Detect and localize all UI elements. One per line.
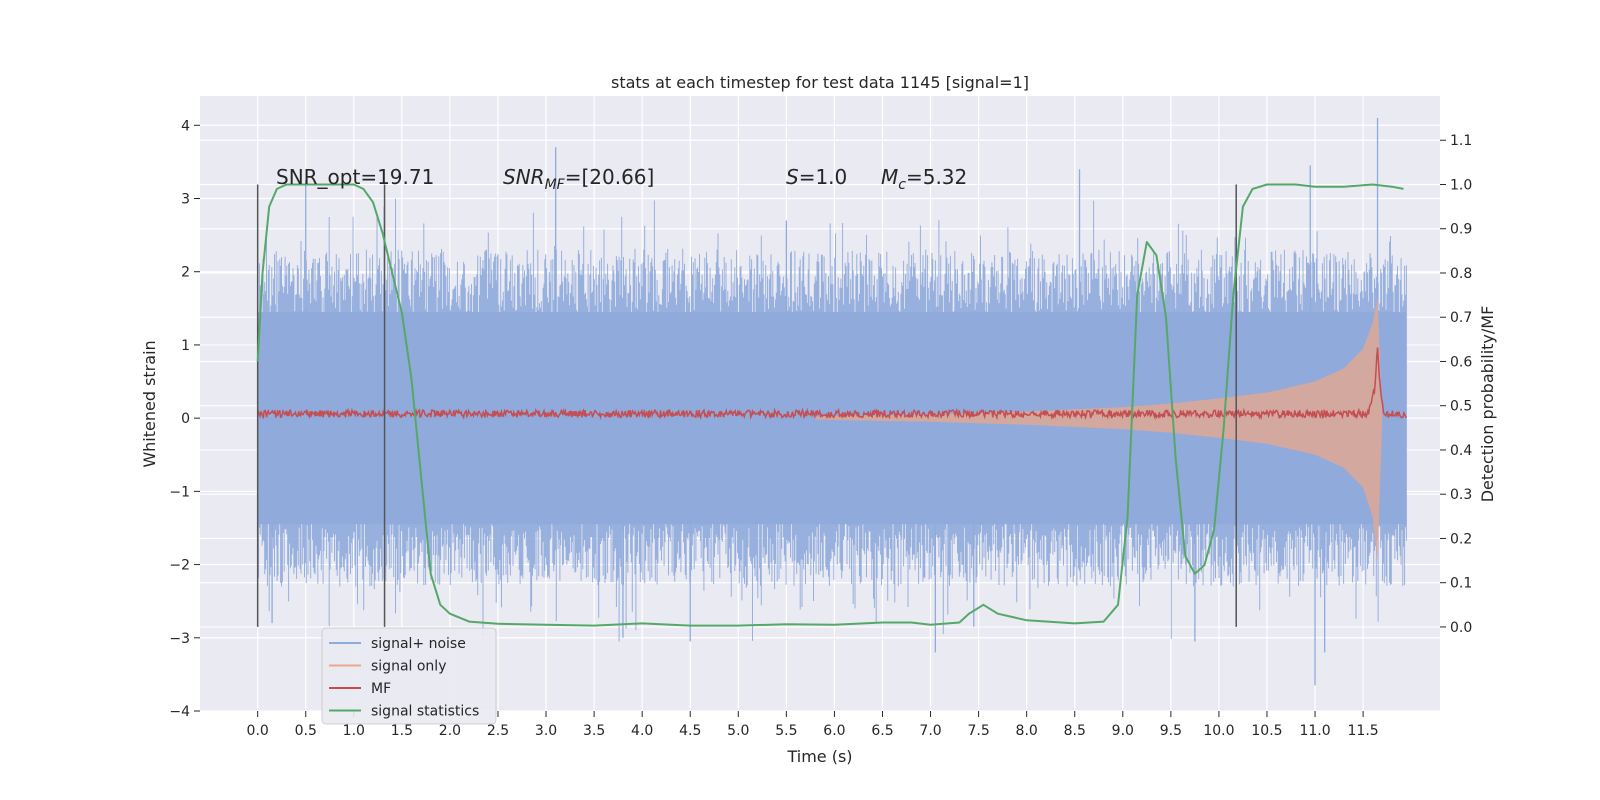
x-tick-label: 4.0 [631, 723, 653, 739]
y-right-tick-label: 0.1 [1450, 576, 1472, 592]
x-tick-label: 0.5 [295, 723, 317, 739]
y-right-axis-ticks: 0.0 0.1 0.2 0.3 0.4 0.5 0.6 0.7 0.8 0.9 1.0 1.1 [1440, 133, 1472, 636]
x-tick-label: 7.0 [919, 723, 941, 739]
y-right-tick-label: 0.7 [1450, 310, 1472, 326]
annotation-snr-opt: SNR_opt=19.71 [276, 165, 434, 189]
y-right-tick-label: 0.6 [1450, 354, 1472, 370]
annotation-mc-val: =5.32 [906, 165, 967, 189]
signal-only-series [815, 297, 1383, 561]
y-axis-label: Whitened strain [140, 340, 159, 467]
legend-label: MF [371, 681, 391, 697]
y-tick-label: −2 [169, 558, 190, 574]
x-tick-label: 8.0 [1016, 723, 1038, 739]
y-right-tick-label: 0.9 [1450, 222, 1472, 238]
x-tick-label: 1.5 [391, 723, 413, 739]
signal-only-band [815, 297, 1383, 561]
y-tick-label: 0 [181, 411, 190, 427]
y-right-tick-label: 0.8 [1450, 266, 1472, 282]
x-tick-label: 9.5 [1160, 723, 1182, 739]
x-tick-label: 8.5 [1064, 723, 1086, 739]
x-tick-label: 2.5 [487, 723, 509, 739]
x-tick-label: 2.0 [439, 723, 461, 739]
y-right-tick-label: 1.0 [1450, 177, 1472, 193]
x-tick-label: 6.0 [823, 723, 845, 739]
y-tick-label: −3 [169, 631, 190, 647]
x-tick-label: 4.5 [679, 723, 701, 739]
y-right-tick-label: 0.2 [1450, 531, 1472, 547]
signal-statistics-line [256, 183, 1404, 627]
x-tick-label: 7.5 [967, 723, 989, 739]
x-tick-label: 6.5 [871, 723, 893, 739]
x-tick-label: 10.5 [1251, 723, 1282, 739]
x-axis-label: Time (s) [786, 747, 852, 766]
annotation-s-val: =1.0 [799, 165, 848, 189]
y-tick-label: 1 [181, 338, 190, 354]
chart-title: stats at each timestep for test data 114… [611, 73, 1029, 92]
y-right-tick-label: 0.3 [1450, 487, 1472, 503]
x-tick-label: 1.0 [343, 723, 365, 739]
x-tick-label: 5.5 [775, 723, 797, 739]
legend: signal+ noise signal only MF signal statist… [321, 627, 497, 725]
annotation-snr-mf-sub: MF [545, 177, 566, 193]
x-tick-label: 9.0 [1112, 723, 1134, 739]
mf-series [256, 347, 1408, 421]
y-right-axis-label: Detection probability/MF [1478, 306, 1497, 503]
annotation-mc-sub: c [898, 177, 906, 193]
annotation-snr-mf: SNRMF=[20.66] [503, 165, 654, 193]
x-tick-label: 11.0 [1299, 723, 1330, 739]
y-axis-ticks: −4 −3 −2 −1 0 1 2 3 4 [169, 118, 200, 720]
y-right-tick-label: 1.1 [1450, 133, 1472, 149]
signal-statistics-series [256, 183, 1404, 627]
vertical-markers [256, 184, 1237, 627]
annotation-mc-base: M [881, 165, 898, 189]
legend-label: signal only [371, 659, 446, 675]
annotation-snr-mf-rest: =[20.66] [565, 165, 655, 189]
y-tick-label: −1 [169, 484, 190, 500]
y-right-tick-label: 0.4 [1450, 443, 1472, 459]
annotation-s: S=1.0 [786, 165, 847, 189]
x-tick-label: 11.5 [1348, 723, 1379, 739]
y-right-tick-label: 0.0 [1450, 620, 1472, 636]
legend-label: signal+ noise [371, 636, 466, 652]
x-tick-label: 5.0 [727, 723, 749, 739]
x-tick-label: 3.5 [583, 723, 605, 739]
y-tick-label: 2 [181, 265, 190, 281]
annotation-snr-mf-base: SNR [503, 165, 545, 189]
y-tick-label: −4 [169, 704, 190, 720]
x-tick-label: 0.0 [247, 723, 269, 739]
x-tick-label: 10.0 [1203, 723, 1234, 739]
y-tick-label: 4 [181, 118, 190, 134]
annotation-s-sym: S [786, 165, 799, 189]
legend-box [321, 627, 497, 725]
x-axis-ticks: 0.0 0.5 1.0 1.5 2.0 2.5 3.0 3.5 4.0 4.5 5.0 5.5 6.0 6… [247, 711, 1379, 739]
x-tick-label: 3.0 [535, 723, 557, 739]
y-right-tick-label: 0.5 [1450, 399, 1472, 415]
legend-label: signal statistics [371, 704, 479, 720]
y-tick-label: 3 [181, 192, 190, 208]
annotation-mc: Mc=5.32 [881, 165, 967, 193]
mf-line [256, 347, 1408, 421]
